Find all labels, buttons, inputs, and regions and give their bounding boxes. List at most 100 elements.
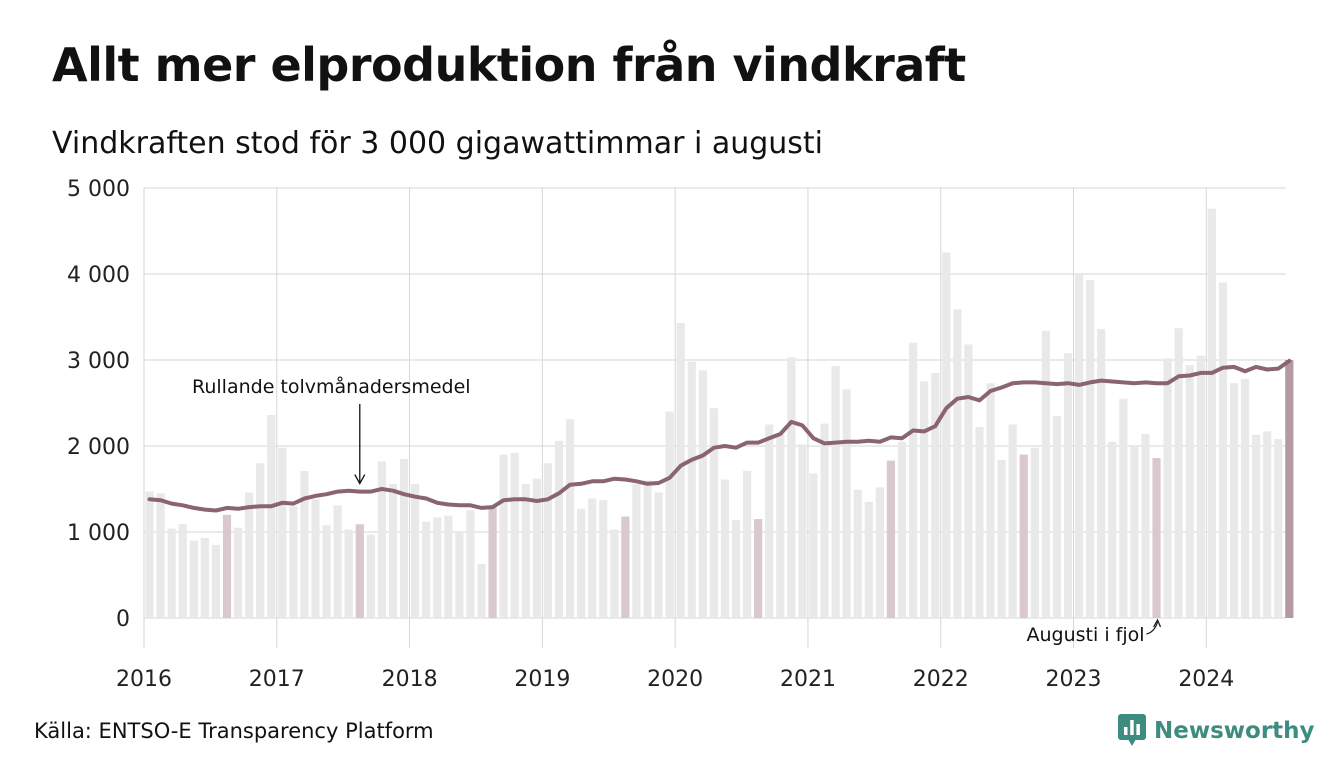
bar [245,492,254,618]
x-tick-label: 2017 [249,667,305,692]
bar [1074,274,1084,618]
bar [621,516,630,618]
x-tick-label: 2024 [1178,667,1234,692]
grid-layer [143,187,1286,648]
bar [543,463,552,618]
y-tick-label: 5 000 [67,177,130,202]
bar [1285,360,1294,618]
bar [444,515,453,618]
bar [632,483,641,618]
bar [366,534,375,618]
bar [333,505,342,618]
bar [798,444,807,618]
x-tick-label: 2023 [1046,667,1102,692]
y-tick-label: 4 000 [67,263,130,288]
bar [754,519,763,618]
bar [145,491,154,618]
bar [1041,330,1050,618]
bar [289,506,298,618]
bar [211,544,221,618]
bar [875,487,884,618]
bar [831,366,840,618]
newsworthy-logo-icon [1118,714,1146,746]
annotation-arrowhead [354,474,366,485]
axis-layer: 0 1 000 2 000 3 000 4 000 5 000 2016 2017 2018 20… [67,177,1234,692]
bar [1174,328,1183,618]
bar [908,342,918,618]
x-tick-label: 2022 [913,667,969,692]
bar [1185,365,1194,618]
bar [399,458,409,618]
bar [388,483,398,618]
bar [776,433,785,618]
bar [1130,446,1139,618]
bar [565,419,575,618]
bar [1030,447,1039,618]
bar [156,493,165,618]
bar [698,370,707,618]
bar [1086,280,1095,618]
bar [1052,415,1062,618]
bar-layer [145,208,1294,618]
bar [1218,282,1228,618]
bar [897,441,907,618]
bar [709,408,718,618]
y-tick-label: 3 000 [67,349,130,374]
bar [433,517,442,618]
source-note: Källa: ENTSO-E Transparency Platform [34,719,434,743]
bar [975,427,984,618]
bar [787,357,796,618]
bar [300,470,309,618]
bar [931,372,940,618]
bar [256,463,265,618]
bar [510,452,519,618]
y-tick-label: 1 000 [67,521,130,546]
bar [809,473,818,618]
bar [599,500,608,618]
bar [167,528,176,618]
bar [1141,433,1150,618]
bar [1207,208,1216,618]
x-tick-label: 2021 [780,667,836,692]
bar [477,563,486,618]
bar [488,507,497,618]
bar [643,480,652,618]
bar [377,461,387,618]
bar [1274,439,1283,618]
bar [654,492,663,618]
bar [853,489,862,618]
bar [842,389,851,618]
bar [1119,398,1128,618]
bar [222,514,232,618]
bar [864,501,873,618]
bar [1252,434,1261,618]
bar [1063,353,1073,618]
bar [1097,329,1106,618]
bar [964,344,973,618]
annotation-label: Rullande tolvmånadersmedel [192,375,471,398]
bar [278,447,287,618]
bar [1152,458,1161,618]
bar [1008,424,1017,618]
bar [411,483,420,618]
bar [665,411,674,618]
brand-logo: Newsworthy [1118,714,1315,748]
bar [355,524,364,618]
bar [178,524,187,618]
bar [765,424,774,618]
bar [920,381,929,618]
rolling-mean-line [147,358,1292,513]
bar [1163,358,1172,618]
bar [1240,378,1250,618]
bar [1196,355,1205,618]
bar [267,415,276,618]
x-tick-label: 2018 [382,667,438,692]
y-tick-label: 0 [116,607,130,632]
bar [311,499,320,618]
bar [499,454,508,618]
bar [344,529,353,618]
bar [986,383,995,618]
annotation-arrowhead [1153,618,1162,628]
bar [720,479,730,618]
bar [322,525,331,618]
